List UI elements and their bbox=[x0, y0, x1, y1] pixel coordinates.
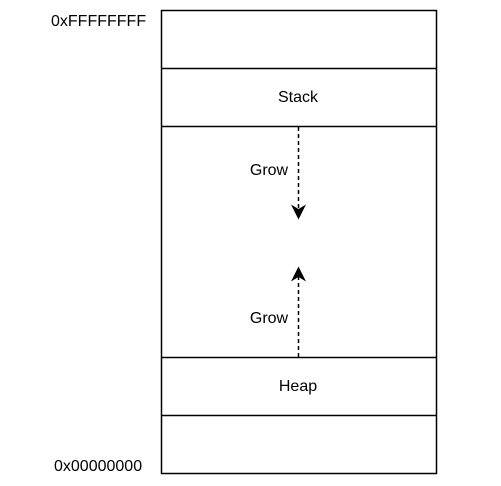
heap-grow-label: Grow bbox=[250, 310, 289, 327]
top-address-label: 0xFFFFFFFF bbox=[51, 13, 146, 30]
memory-column bbox=[160, 9, 438, 475]
heap-label: Heap bbox=[279, 378, 317, 395]
stack-label: Stack bbox=[278, 89, 319, 106]
stack-grow-label: Grow bbox=[250, 162, 289, 179]
bottom-address-label: 0x00000000 bbox=[54, 458, 142, 475]
